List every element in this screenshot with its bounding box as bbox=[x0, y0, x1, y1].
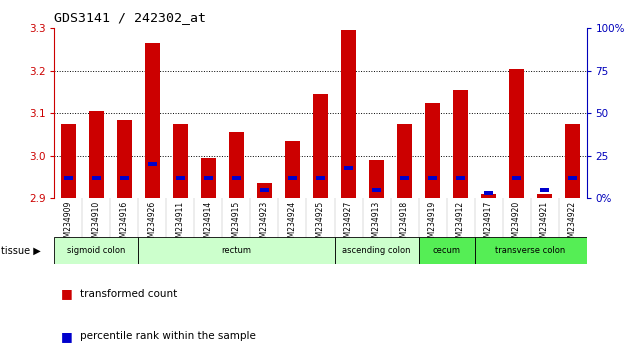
Bar bbox=[204, 176, 213, 180]
Bar bbox=[400, 176, 409, 180]
Bar bbox=[117, 120, 132, 198]
Text: ascending colon: ascending colon bbox=[342, 246, 411, 255]
Text: transverse colon: transverse colon bbox=[495, 246, 565, 255]
Bar bbox=[61, 124, 76, 198]
Bar bbox=[540, 188, 549, 192]
Bar bbox=[419, 237, 474, 264]
Bar bbox=[145, 43, 160, 198]
Text: tissue ▶: tissue ▶ bbox=[1, 245, 40, 256]
Text: rectum: rectum bbox=[222, 246, 251, 255]
Bar bbox=[484, 191, 493, 195]
Bar bbox=[453, 90, 468, 198]
Bar bbox=[341, 30, 356, 198]
Bar bbox=[397, 124, 412, 198]
Text: transformed count: transformed count bbox=[80, 289, 178, 299]
Bar bbox=[344, 166, 353, 170]
Text: sigmoid colon: sigmoid colon bbox=[67, 246, 126, 255]
Bar bbox=[121, 176, 129, 180]
Bar bbox=[260, 188, 269, 192]
Bar bbox=[369, 160, 384, 198]
Bar bbox=[509, 69, 524, 198]
Text: cecum: cecum bbox=[433, 246, 460, 255]
Bar bbox=[512, 176, 520, 180]
Bar bbox=[288, 176, 297, 180]
Bar bbox=[428, 176, 437, 180]
Bar bbox=[64, 176, 72, 180]
Bar bbox=[481, 194, 496, 198]
Text: GDS3141 / 242302_at: GDS3141 / 242302_at bbox=[54, 11, 206, 24]
Bar bbox=[569, 176, 577, 180]
Text: ■: ■ bbox=[61, 330, 72, 343]
Text: ■: ■ bbox=[61, 287, 72, 300]
Bar bbox=[54, 237, 138, 264]
Bar bbox=[257, 183, 272, 198]
Bar bbox=[173, 124, 188, 198]
Bar bbox=[456, 176, 465, 180]
Bar bbox=[313, 94, 328, 198]
Bar bbox=[176, 176, 185, 180]
Bar bbox=[335, 237, 419, 264]
Bar bbox=[138, 237, 335, 264]
Bar bbox=[201, 158, 216, 198]
Bar bbox=[565, 124, 580, 198]
Bar bbox=[148, 162, 157, 166]
Bar bbox=[285, 141, 300, 198]
Bar bbox=[316, 176, 325, 180]
Text: percentile rank within the sample: percentile rank within the sample bbox=[80, 331, 256, 341]
Bar bbox=[425, 103, 440, 198]
Bar bbox=[372, 188, 381, 192]
Bar bbox=[474, 237, 587, 264]
Bar bbox=[537, 194, 552, 198]
Bar bbox=[229, 132, 244, 198]
Bar bbox=[89, 111, 104, 198]
Bar bbox=[232, 176, 241, 180]
Bar bbox=[92, 176, 101, 180]
